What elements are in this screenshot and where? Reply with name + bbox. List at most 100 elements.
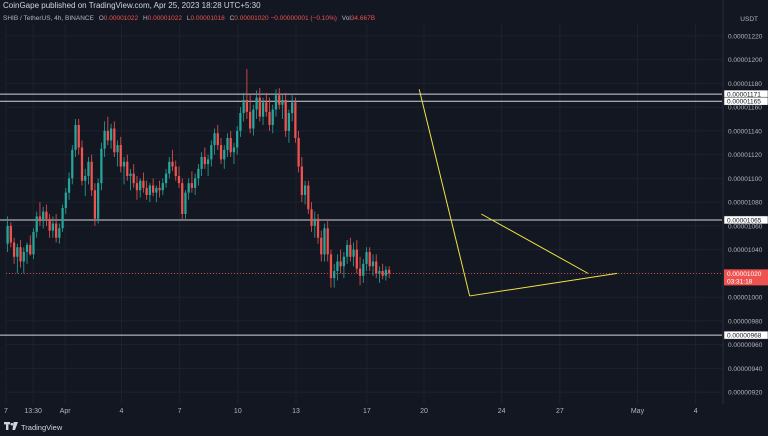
candle-body (320, 237, 323, 255)
candle-body (242, 100, 245, 114)
y-tick-label: 0.00001120 (728, 152, 762, 159)
candle-body (119, 145, 122, 167)
candle-body (349, 244, 352, 257)
low-value: 0.00001018 (190, 15, 225, 22)
close-value: 0.00001020 (234, 15, 269, 22)
candle-body (271, 109, 274, 125)
candle-body (278, 95, 281, 105)
volume-label: Vol (341, 15, 351, 22)
y-tick-label: 0.00001080 (728, 200, 763, 207)
candle-body (97, 183, 100, 219)
candle-body (291, 102, 294, 114)
close-label: C (229, 15, 235, 22)
candle-body (48, 218, 51, 231)
x-tick-label: 7 (4, 408, 8, 415)
candle-body (388, 269, 391, 274)
candle-body (116, 145, 119, 153)
candle-body (177, 176, 181, 184)
candle-body (307, 185, 310, 210)
candle-body (255, 97, 258, 110)
level-marker-label: 0.00001065 (727, 217, 762, 224)
candle-body (381, 271, 384, 276)
candle-body (339, 261, 342, 267)
candle-body (316, 218, 320, 238)
candle-body (333, 271, 336, 279)
candle-body (6, 225, 9, 244)
x-tick-label: 7 (178, 408, 182, 415)
candle-body (51, 223, 55, 231)
symbol-legend: SHIB / TetherUS, 4h, BINANCE O0.00001022… (3, 14, 375, 24)
x-tick-label: 13:30 (24, 408, 42, 415)
low-label: L (186, 15, 191, 22)
candle-body (35, 216, 38, 232)
candle-body (303, 185, 307, 195)
candle-body (168, 161, 171, 174)
x-tick-label: May (631, 408, 645, 415)
x-tick-label: 17 (363, 408, 371, 415)
y-tick-label: 0.00000960 (728, 342, 763, 349)
candle-body (261, 102, 265, 117)
candle-body (161, 183, 164, 191)
candle-body (216, 133, 219, 146)
candle-body (281, 100, 284, 105)
tradingview-footer[interactable]: TradingView (4, 422, 62, 434)
candle-body (19, 247, 22, 262)
candle-body (265, 102, 268, 112)
candle-body (58, 228, 61, 238)
candle-body (203, 157, 206, 165)
candle-body (25, 244, 29, 252)
candle-body (226, 138, 229, 150)
volume-value: 34.667B (350, 15, 376, 22)
candle-body (80, 147, 84, 181)
candle-body (252, 109, 255, 129)
candle-body (67, 178, 71, 193)
candle-body (287, 113, 291, 131)
candle-body (61, 208, 64, 229)
candle-body (100, 148, 103, 184)
candle-body (313, 218, 316, 226)
x-tick-label: 4 (694, 408, 698, 415)
price-axis: 0.00001220 0.00001200 0.00001180 0.00001160… (722, 0, 763, 404)
candle-body (219, 145, 223, 160)
candle-body (77, 124, 80, 148)
candle-body (171, 161, 174, 167)
candle-body (239, 113, 242, 131)
candle-body (342, 256, 346, 267)
candle-body (129, 173, 132, 176)
candle-body (248, 111, 252, 129)
candle-body (352, 249, 355, 257)
candle-body (142, 180, 145, 188)
candle-body (139, 180, 142, 191)
candle-body (355, 249, 358, 269)
y-tick-label: 0.00001100 (728, 176, 762, 183)
candle-body (148, 185, 152, 195)
open-label: O (98, 15, 104, 22)
candle-body (45, 211, 48, 219)
candle-body (9, 225, 12, 243)
candle-body (194, 178, 197, 188)
candle-body (378, 271, 381, 274)
level-marker (723, 215, 768, 225)
time-axis: 7 13:30 Apr 4 7 10 13 17 20 24 27 May 4 (4, 408, 698, 415)
candle-body (16, 247, 19, 257)
candle-body (187, 183, 190, 193)
y-tick-label: 0.00000980 (728, 318, 763, 325)
candle-body (90, 161, 93, 191)
symbol-name[interactable]: SHIB / TetherUS, 4h, BINANCE (3, 15, 94, 22)
candle-body (258, 97, 261, 117)
pennant-lower-line (469, 272, 618, 297)
candle-body (29, 244, 32, 255)
x-tick-label: 20 (420, 408, 428, 415)
candle-body (32, 231, 35, 255)
publish-info: CoinGape published on TradingView.com, A… (3, 1, 261, 10)
candle-body (126, 161, 129, 176)
tradingview-brand: TradingView (21, 423, 63, 432)
candle-body (145, 187, 148, 195)
currency-label: USDT (740, 16, 758, 23)
candle-body (164, 173, 168, 184)
candle-body (71, 149, 74, 179)
flagpole-line (418, 89, 471, 297)
candles (6, 69, 391, 288)
